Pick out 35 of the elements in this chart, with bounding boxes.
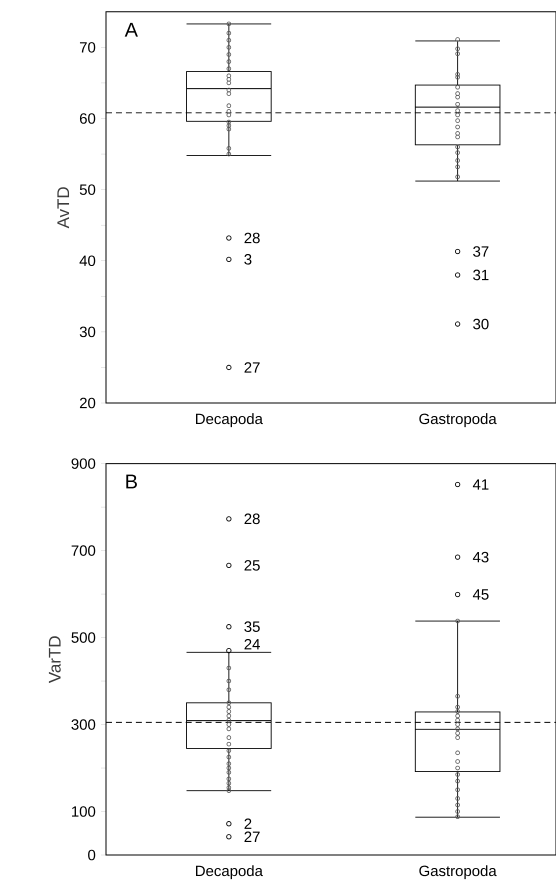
y-tick-label: 500 [71, 632, 95, 643]
annotation: 3 [244, 254, 252, 265]
y-tick-label: 40 [79, 255, 95, 266]
annotation: 35 [244, 621, 260, 632]
annotation: 27 [244, 362, 260, 373]
annotation: 24 [244, 638, 260, 650]
y-tick-label: 700 [71, 545, 95, 556]
annotation: 45 [472, 589, 488, 600]
y-tick-label: 100 [72, 806, 95, 817]
annotation: 31 [472, 270, 488, 280]
x-tick-label: Decapoda [196, 413, 263, 428]
annotation: 28 [244, 232, 260, 244]
y-axis-title: AvTD [57, 187, 69, 228]
annotation: 41 [472, 479, 488, 490]
y-tick-label: 70 [80, 42, 95, 53]
annotation: 2 [244, 818, 252, 829]
chart-title: A [124, 22, 138, 37]
annotation: 30 [472, 318, 488, 330]
annotation: 37 [472, 246, 488, 257]
annotation: 43 [472, 552, 488, 562]
y-tick-label: 20 [80, 398, 95, 408]
y-tick-label: 0 [88, 850, 95, 860]
y-tick-label: 900 [71, 458, 95, 469]
annotation: 25 [244, 560, 260, 571]
chart-title: B [126, 474, 137, 488]
x-tick-label: Decapoda [196, 865, 263, 880]
x-tick-label: Gastropoda [419, 413, 496, 428]
annotation: 28 [244, 514, 260, 524]
x-tick-label: Gastropoda [419, 865, 496, 880]
y-axis-title: VarTD [48, 636, 60, 684]
y-tick-label: 50 [80, 184, 95, 195]
annotation: 27 [244, 832, 260, 842]
y-tick-label: 30 [80, 326, 95, 338]
y-tick-label: 60 [80, 113, 95, 124]
y-tick-label: 300 [71, 719, 95, 730]
